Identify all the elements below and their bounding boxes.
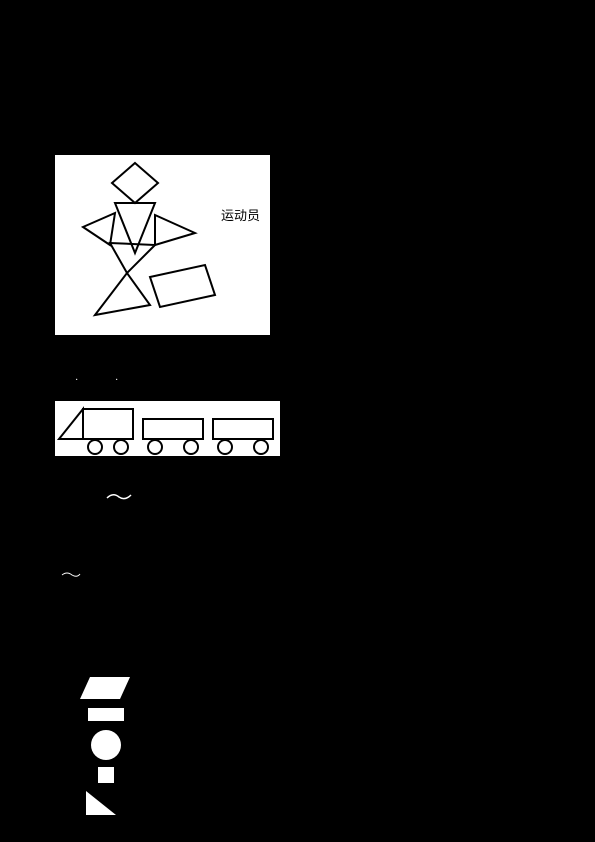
tangram-right-leg	[150, 265, 215, 307]
train-wheel	[254, 440, 268, 454]
shapes-column	[78, 675, 138, 820]
shape-square	[98, 767, 114, 783]
shape-parallelogram	[80, 677, 130, 699]
train-wheel	[218, 440, 232, 454]
train-wheel	[184, 440, 198, 454]
train-wheel	[114, 440, 128, 454]
tangram-label: 运动员	[221, 205, 260, 224]
tangram-left-arm	[83, 213, 115, 245]
train-wheel	[88, 440, 102, 454]
tangram-figure: 运动员	[55, 155, 270, 335]
scribble-mark-2	[60, 570, 82, 578]
shape-circle	[91, 730, 121, 760]
train-svg	[55, 401, 280, 456]
scribble-mark-1	[105, 490, 135, 502]
train-loco-body	[83, 409, 133, 439]
tangram-left-leg	[95, 273, 150, 315]
mark-dot-2: ·	[115, 375, 118, 386]
train-wheel	[148, 440, 162, 454]
train-car-1	[143, 419, 203, 439]
shape-rectangle	[88, 708, 124, 721]
tangram-head	[112, 163, 158, 203]
shape-triangle	[86, 791, 116, 815]
train-figure	[55, 401, 280, 456]
mark-dot-1: ·	[75, 375, 78, 386]
tangram-right-arm	[155, 215, 195, 245]
shapes-svg	[78, 675, 138, 820]
train-front-triangle	[59, 409, 83, 439]
tangram-svg	[55, 155, 270, 335]
train-car-2	[213, 419, 273, 439]
